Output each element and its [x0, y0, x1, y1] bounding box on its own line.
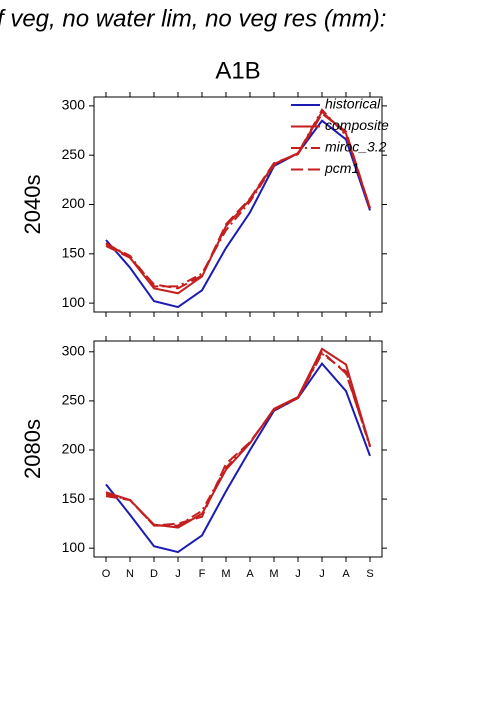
- series-line: [105, 361, 371, 554]
- scenario-title: A1B: [215, 57, 260, 84]
- legend-label: miroc_3.2: [325, 139, 387, 155]
- plot-frame: [93, 340, 383, 558]
- y-axis-label: 2040s: [20, 175, 45, 235]
- x-tick-label: O: [102, 568, 111, 580]
- series-line: [105, 112, 371, 290]
- legend-label: pcm1: [324, 160, 359, 176]
- series-line: [105, 350, 371, 527]
- legend-label: historical: [325, 96, 381, 112]
- series-line: [105, 119, 371, 309]
- x-tick-label: J: [295, 568, 301, 580]
- legend-label: composite: [325, 117, 389, 133]
- series-line: [105, 108, 371, 288]
- figure-title: f veg, no water lim, no veg res (mm):: [0, 5, 386, 32]
- x-tick-label: N: [126, 568, 134, 580]
- y-tick-label: 250: [62, 146, 86, 162]
- x-tick-label: J: [175, 568, 181, 580]
- x-tick-label: D: [150, 568, 158, 580]
- y-tick-label: 250: [62, 392, 86, 408]
- x-tick-label: S: [366, 568, 373, 580]
- y-tick-label: 100: [62, 294, 86, 310]
- y-tick-label: 100: [62, 539, 86, 555]
- x-tick-label: F: [199, 568, 206, 580]
- series-line: [105, 352, 371, 527]
- x-tick-label: M: [269, 568, 278, 580]
- y-tick-label: 150: [62, 245, 86, 261]
- y-tick-label: 200: [62, 195, 86, 211]
- x-tick-label: A: [342, 568, 350, 580]
- y-axis-label: 2080s: [20, 419, 45, 479]
- series-line: [105, 347, 371, 529]
- y-tick-label: 300: [62, 343, 86, 359]
- y-tick-label: 200: [62, 441, 86, 457]
- series-line: [105, 110, 371, 295]
- x-tick-label: M: [221, 568, 230, 580]
- y-tick-label: 150: [62, 490, 86, 506]
- x-tick-label: J: [319, 568, 325, 580]
- y-tick-label: 300: [62, 97, 86, 113]
- x-tick-label: A: [246, 568, 254, 580]
